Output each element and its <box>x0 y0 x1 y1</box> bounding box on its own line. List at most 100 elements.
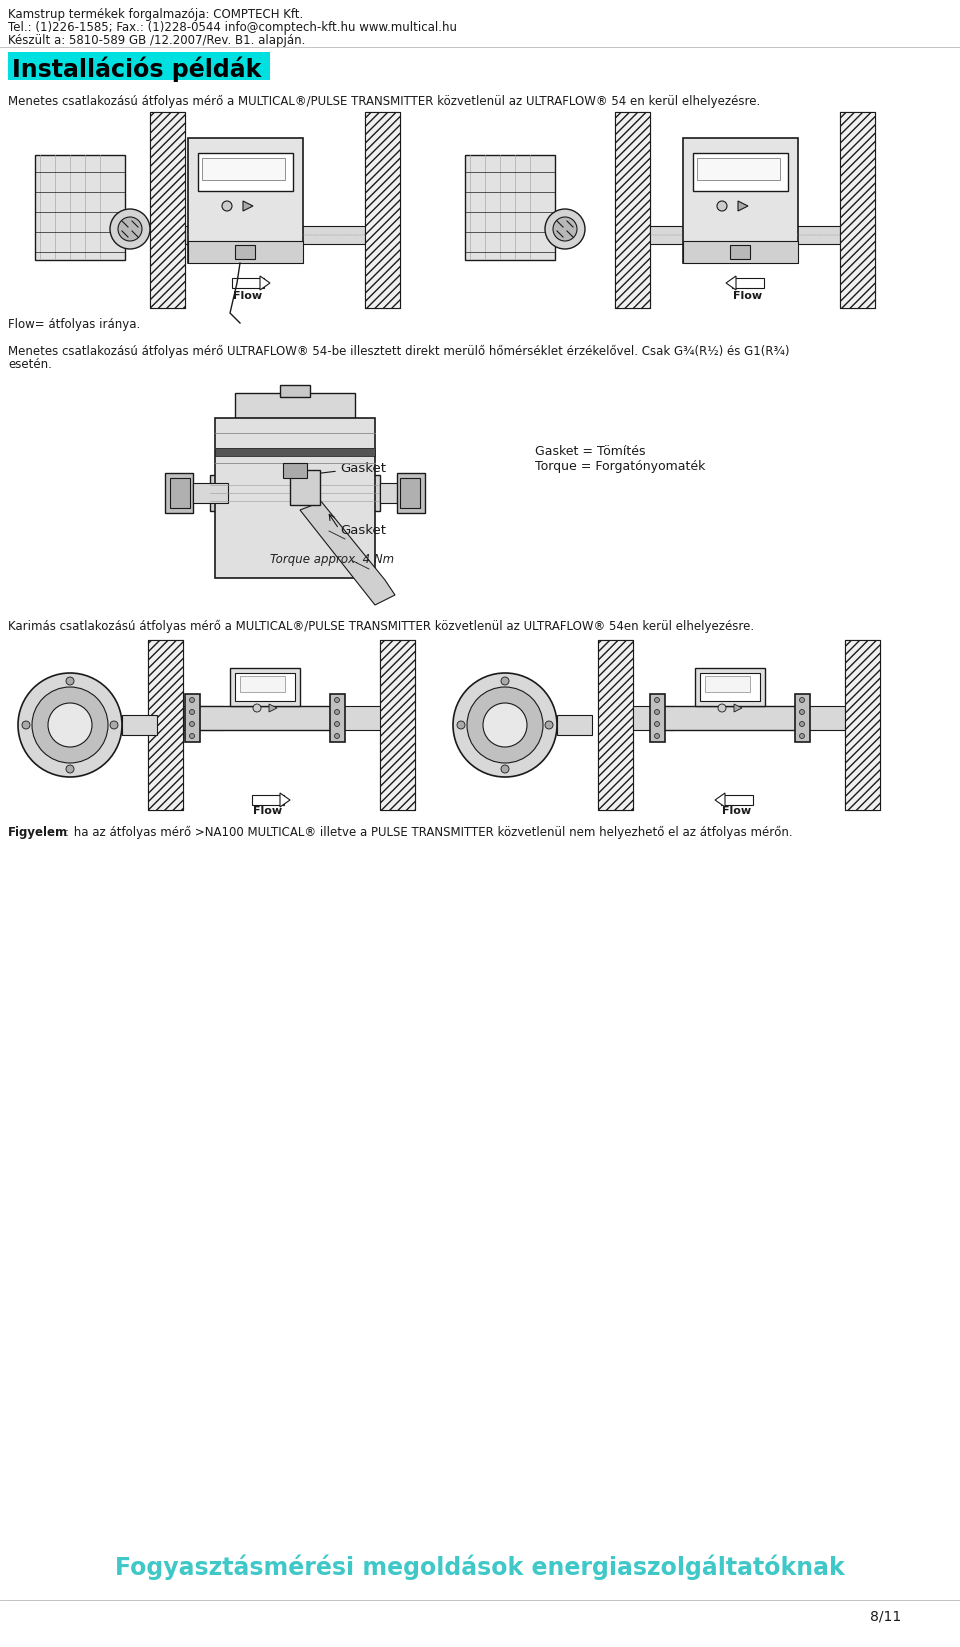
Circle shape <box>800 733 804 738</box>
Circle shape <box>467 687 543 763</box>
Bar <box>148 641 183 810</box>
Bar <box>380 483 410 502</box>
Bar <box>598 641 633 810</box>
Bar <box>721 796 753 805</box>
Circle shape <box>501 677 509 685</box>
Bar <box>302 226 365 244</box>
Bar <box>185 693 200 743</box>
Bar <box>397 473 425 512</box>
Circle shape <box>453 674 557 777</box>
Circle shape <box>189 721 195 726</box>
Polygon shape <box>726 277 736 290</box>
Text: Gasket = Tömítés: Gasket = Tömítés <box>535 445 645 458</box>
Circle shape <box>189 733 195 738</box>
Circle shape <box>110 721 118 730</box>
Text: 8/11: 8/11 <box>870 1611 901 1624</box>
Bar <box>8 53 270 81</box>
Polygon shape <box>260 277 270 290</box>
Bar <box>805 707 845 730</box>
Bar <box>230 669 300 707</box>
Bar <box>210 474 380 511</box>
Circle shape <box>334 697 340 703</box>
Bar <box>697 158 780 180</box>
Bar <box>193 483 228 502</box>
Bar <box>330 693 345 743</box>
Text: esetén.: esetén. <box>8 357 52 371</box>
Bar <box>232 278 264 288</box>
Circle shape <box>545 721 553 730</box>
Text: Flow: Flow <box>253 805 282 815</box>
Bar <box>465 155 555 260</box>
Bar <box>365 112 400 308</box>
Bar <box>170 478 190 507</box>
Circle shape <box>48 703 92 748</box>
Circle shape <box>66 764 74 772</box>
Circle shape <box>545 209 585 249</box>
Bar <box>235 245 255 259</box>
Circle shape <box>189 710 195 715</box>
Circle shape <box>553 217 577 240</box>
Text: ha az átfolyas mérő >NA100 MULTICAL® illetve a PULSE TRANSMITTER közvetlenül nem: ha az átfolyas mérő >NA100 MULTICAL® ill… <box>70 827 793 840</box>
Circle shape <box>718 703 726 712</box>
Bar <box>840 112 875 308</box>
Bar <box>700 674 760 702</box>
Circle shape <box>800 721 804 726</box>
Circle shape <box>32 687 108 763</box>
Bar <box>252 796 284 805</box>
Text: Flow: Flow <box>723 805 752 815</box>
Circle shape <box>655 721 660 726</box>
Bar <box>695 669 765 707</box>
Bar <box>365 112 400 308</box>
Text: Menetes csatlakozású átfolyas mérő ULTRAFLOW® 54-be illesztett direkt merülő hőm: Menetes csatlakozású átfolyas mérő ULTRA… <box>8 344 789 357</box>
Text: Fogyasztásmérési megoldások energiaszolgáltatóknak: Fogyasztásmérési megoldások energiaszolg… <box>115 1555 845 1581</box>
Bar <box>615 112 650 308</box>
Text: Figyelem: Figyelem <box>8 827 68 838</box>
Bar <box>730 245 750 259</box>
Text: Menetes csatlakozású átfolyas mérő a MULTICAL®/PULSE TRANSMITTER közvetlenül az : Menetes csatlakozású átfolyas mérő a MUL… <box>8 96 760 109</box>
Circle shape <box>483 703 527 748</box>
Text: Torque approx. 4 Nm: Torque approx. 4 Nm <box>270 553 395 567</box>
Bar <box>283 463 307 478</box>
Text: Torque = Forgatónyomaték: Torque = Forgatónyomaték <box>535 460 706 473</box>
Bar <box>215 448 375 456</box>
Bar <box>188 240 303 264</box>
Bar <box>235 394 355 418</box>
Bar <box>188 138 303 264</box>
Bar <box>35 155 125 260</box>
Bar <box>797 226 840 244</box>
Bar <box>400 478 420 507</box>
Bar <box>693 153 788 191</box>
Text: Flow= átfolyas iránya.: Flow= átfolyas iránya. <box>8 318 140 331</box>
Bar <box>290 469 320 506</box>
Text: Tel.: (1)226-1585; Fax.: (1)228-0544 info@comptech-kft.hu www.multical.hu: Tel.: (1)226-1585; Fax.: (1)228-0544 inf… <box>8 21 457 35</box>
Bar <box>185 226 188 244</box>
Bar <box>650 226 683 244</box>
Bar <box>557 715 592 735</box>
Bar <box>845 641 880 810</box>
Circle shape <box>66 677 74 685</box>
Circle shape <box>655 697 660 703</box>
Bar <box>215 418 375 578</box>
Bar <box>198 153 293 191</box>
Circle shape <box>18 674 122 777</box>
Text: Kamstrup termékek forgalmazója: COMPTECH Kft.: Kamstrup termékek forgalmazója: COMPTECH… <box>8 8 303 21</box>
Circle shape <box>334 733 340 738</box>
Bar <box>183 707 223 730</box>
Bar <box>190 707 340 730</box>
Bar <box>280 385 310 397</box>
Polygon shape <box>738 201 748 211</box>
Circle shape <box>457 721 465 730</box>
Circle shape <box>334 710 340 715</box>
Bar <box>732 278 764 288</box>
Text: Gasket: Gasket <box>340 461 386 474</box>
Circle shape <box>655 733 660 738</box>
Bar <box>122 715 157 735</box>
Circle shape <box>22 721 30 730</box>
Bar <box>340 707 385 730</box>
Bar <box>202 158 285 180</box>
Polygon shape <box>280 792 290 807</box>
Text: Karimás csatlakozású átfolyas mérő a MULTICAL®/PULSE TRANSMITTER közvetlenül az : Karimás csatlakozású átfolyas mérő a MUL… <box>8 619 755 632</box>
Circle shape <box>334 721 340 726</box>
Bar <box>845 641 880 810</box>
Circle shape <box>222 201 232 211</box>
